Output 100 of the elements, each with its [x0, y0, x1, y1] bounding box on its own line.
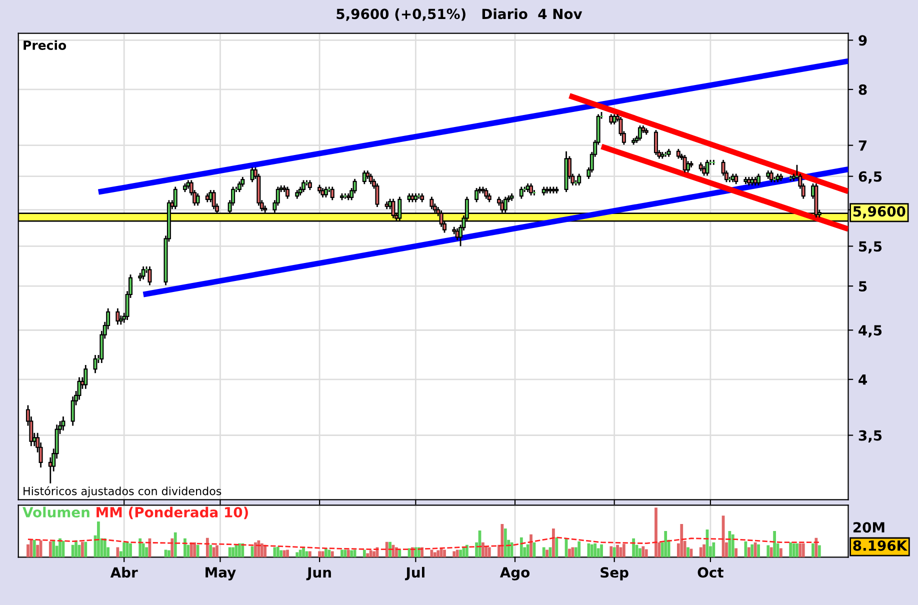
bar [170, 538, 174, 558]
bar [122, 542, 126, 558]
bar [344, 550, 347, 558]
candlestick [141, 266, 146, 280]
bar [296, 552, 299, 558]
bar [443, 550, 446, 558]
bar [780, 548, 782, 558]
candlestick [324, 186, 328, 198]
y-tick-label: 6,5 [858, 171, 882, 184]
bar [757, 544, 760, 558]
bar [97, 522, 100, 558]
bar [747, 547, 750, 558]
bar [459, 550, 462, 558]
candlestick [362, 170, 366, 185]
candlestick [577, 173, 582, 186]
bar [590, 544, 594, 558]
bar [552, 528, 555, 558]
bar [414, 547, 418, 558]
bar [644, 549, 648, 558]
bar [385, 542, 388, 558]
bar [238, 543, 241, 558]
bar [340, 550, 344, 558]
candlestick [116, 308, 120, 326]
bar [216, 545, 218, 558]
bar [452, 551, 456, 558]
bar [26, 544, 30, 558]
bar [32, 540, 36, 558]
bar [206, 538, 209, 558]
bar [388, 542, 392, 558]
bar [318, 551, 321, 558]
candlestick [286, 186, 290, 200]
bar [103, 538, 106, 558]
bar [372, 551, 376, 558]
candlestick [330, 186, 334, 201]
bar [456, 550, 459, 558]
bar [273, 547, 276, 558]
bar [369, 550, 372, 558]
bar [350, 550, 354, 558]
candlestick [734, 173, 738, 185]
y-tick-label: 5,5 [859, 241, 882, 254]
bar [594, 543, 597, 558]
bar [482, 542, 484, 558]
y-tick-label: 8 [858, 84, 867, 95]
bar [145, 547, 148, 558]
bar [81, 542, 84, 558]
candlestick [308, 179, 312, 191]
bar [789, 542, 792, 558]
bar [84, 542, 88, 558]
candlestick [368, 173, 373, 185]
text: 20M [853, 522, 884, 533]
bar [638, 548, 642, 558]
bar [209, 544, 212, 558]
candlestick [638, 124, 642, 142]
candlestick [173, 186, 178, 210]
series-label: MM (Ponderada 10) [96, 506, 248, 520]
bar [612, 547, 616, 558]
bar [232, 547, 234, 558]
bar [324, 548, 328, 558]
bar [30, 540, 33, 558]
bar [286, 550, 289, 558]
bar [212, 547, 216, 558]
candlestick [212, 189, 216, 210]
bar [664, 530, 668, 558]
bar [766, 545, 770, 558]
bar [190, 542, 193, 558]
bar [571, 547, 574, 558]
bar [129, 543, 132, 558]
bar [796, 543, 798, 558]
bar [812, 543, 814, 558]
bar [436, 550, 440, 558]
x-tick-label: Sep [600, 567, 628, 580]
bar [500, 524, 504, 558]
y-tick-label: 7 [858, 140, 867, 151]
bar [734, 548, 738, 558]
x-tick-label: Jul [404, 566, 424, 580]
x-tick-label: May [206, 567, 236, 580]
bar [542, 547, 546, 558]
bar [193, 542, 196, 558]
y-tick-label: 3,5 [858, 430, 882, 442]
x-tick-label: Jun [306, 567, 331, 580]
candlestick [769, 170, 774, 183]
bar [420, 547, 424, 558]
series-label: Volumen [22, 506, 90, 518]
x-tick-label: Oct [698, 567, 724, 578]
bar [568, 548, 571, 558]
bar [74, 540, 78, 558]
bar [642, 546, 645, 558]
candlestick [84, 364, 88, 390]
bar [328, 550, 331, 558]
bar [654, 508, 658, 558]
x-tick-label: Abr [110, 566, 138, 578]
bar [138, 538, 142, 558]
candlestick [654, 129, 658, 156]
chart-title: 5,9600 (+0,51%) Diario 4 Nov [336, 8, 582, 21]
bar [798, 543, 802, 558]
candlestick [302, 179, 306, 193]
bar [520, 537, 523, 558]
candlestick [529, 182, 534, 196]
bar [530, 534, 532, 558]
bar [254, 542, 257, 558]
